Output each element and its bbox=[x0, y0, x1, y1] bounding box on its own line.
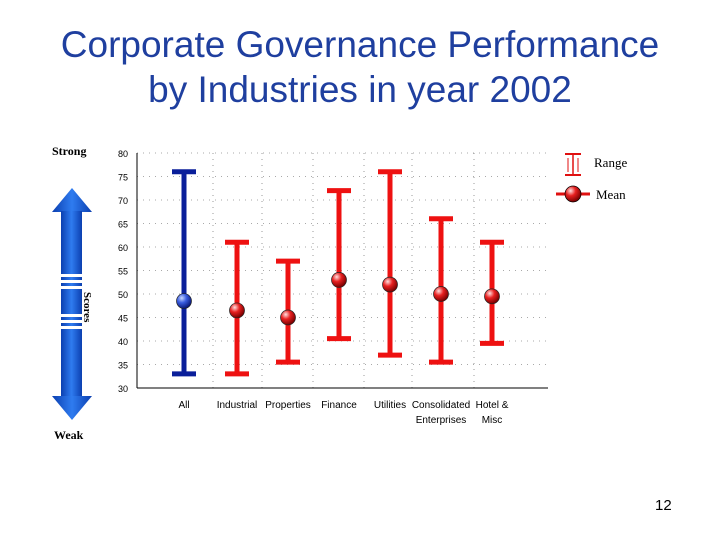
range-bar bbox=[429, 216, 453, 365]
y-tick-label: 30 bbox=[118, 384, 128, 394]
range-bar bbox=[327, 188, 351, 342]
y-tick-label: 45 bbox=[118, 314, 128, 324]
mean-marker bbox=[331, 272, 347, 288]
legend-mean-label: Mean bbox=[596, 187, 626, 202]
y-tick-label: 70 bbox=[118, 196, 128, 206]
category-label: All bbox=[178, 400, 189, 411]
arrow-stripe bbox=[61, 314, 82, 317]
legend-mean-symbol bbox=[556, 185, 590, 203]
slide-title: Corporate Governance Performance by Indu… bbox=[0, 22, 720, 112]
page-number: 12 bbox=[655, 497, 672, 514]
y-tick-label: 40 bbox=[118, 337, 128, 347]
mean-marker bbox=[382, 276, 398, 293]
arrow-stripe bbox=[61, 274, 82, 277]
arrow-stripe bbox=[61, 320, 82, 323]
category-label: Hotel & bbox=[476, 400, 509, 411]
y-tick-label: 50 bbox=[118, 290, 128, 300]
legend-range-label: Range bbox=[594, 155, 627, 170]
y-tick-label: 60 bbox=[118, 243, 128, 253]
strength-arrow bbox=[52, 188, 92, 420]
category-label: Utilities bbox=[374, 400, 406, 411]
mean-marker bbox=[229, 302, 245, 319]
range-bar bbox=[276, 258, 300, 365]
arrow-stripe bbox=[61, 286, 82, 289]
legend-range-symbol bbox=[565, 153, 581, 176]
y-tick-label: 35 bbox=[118, 361, 128, 371]
range-bar bbox=[225, 239, 249, 377]
mean-marker bbox=[484, 288, 500, 305]
range-bar bbox=[378, 169, 402, 358]
category-label: Enterprises bbox=[416, 415, 467, 426]
weak-label: Weak bbox=[54, 428, 84, 442]
arrow-up-head bbox=[52, 188, 92, 212]
title-line-1: Corporate Governance Performance bbox=[60, 24, 660, 65]
range-bar bbox=[172, 169, 196, 377]
arrow-shaft bbox=[61, 211, 82, 398]
arrow-stripe bbox=[61, 326, 82, 329]
category-label: Industrial bbox=[217, 400, 258, 411]
arrow-down-head bbox=[52, 396, 92, 420]
title-line-2: by Industries in year 2002 bbox=[148, 69, 572, 110]
category-label: Finance bbox=[321, 400, 357, 411]
y-axis-title: Scores bbox=[81, 292, 93, 323]
strong-label: Strong bbox=[52, 144, 87, 158]
y-tick-label: 80 bbox=[118, 149, 128, 159]
category-label: Consolidated bbox=[412, 400, 470, 411]
category-label: Properties bbox=[265, 400, 311, 411]
y-tick-label: 65 bbox=[118, 220, 128, 230]
arrow-stripe bbox=[61, 280, 82, 283]
legend: Range Mean bbox=[556, 153, 627, 203]
mean-marker bbox=[176, 293, 192, 309]
mean-marker bbox=[433, 286, 449, 302]
mean-marker bbox=[280, 309, 296, 326]
range-bar bbox=[480, 239, 504, 346]
y-tick-label: 75 bbox=[118, 173, 128, 183]
y-tick-label: 55 bbox=[118, 267, 128, 277]
category-label: Misc bbox=[482, 415, 503, 426]
